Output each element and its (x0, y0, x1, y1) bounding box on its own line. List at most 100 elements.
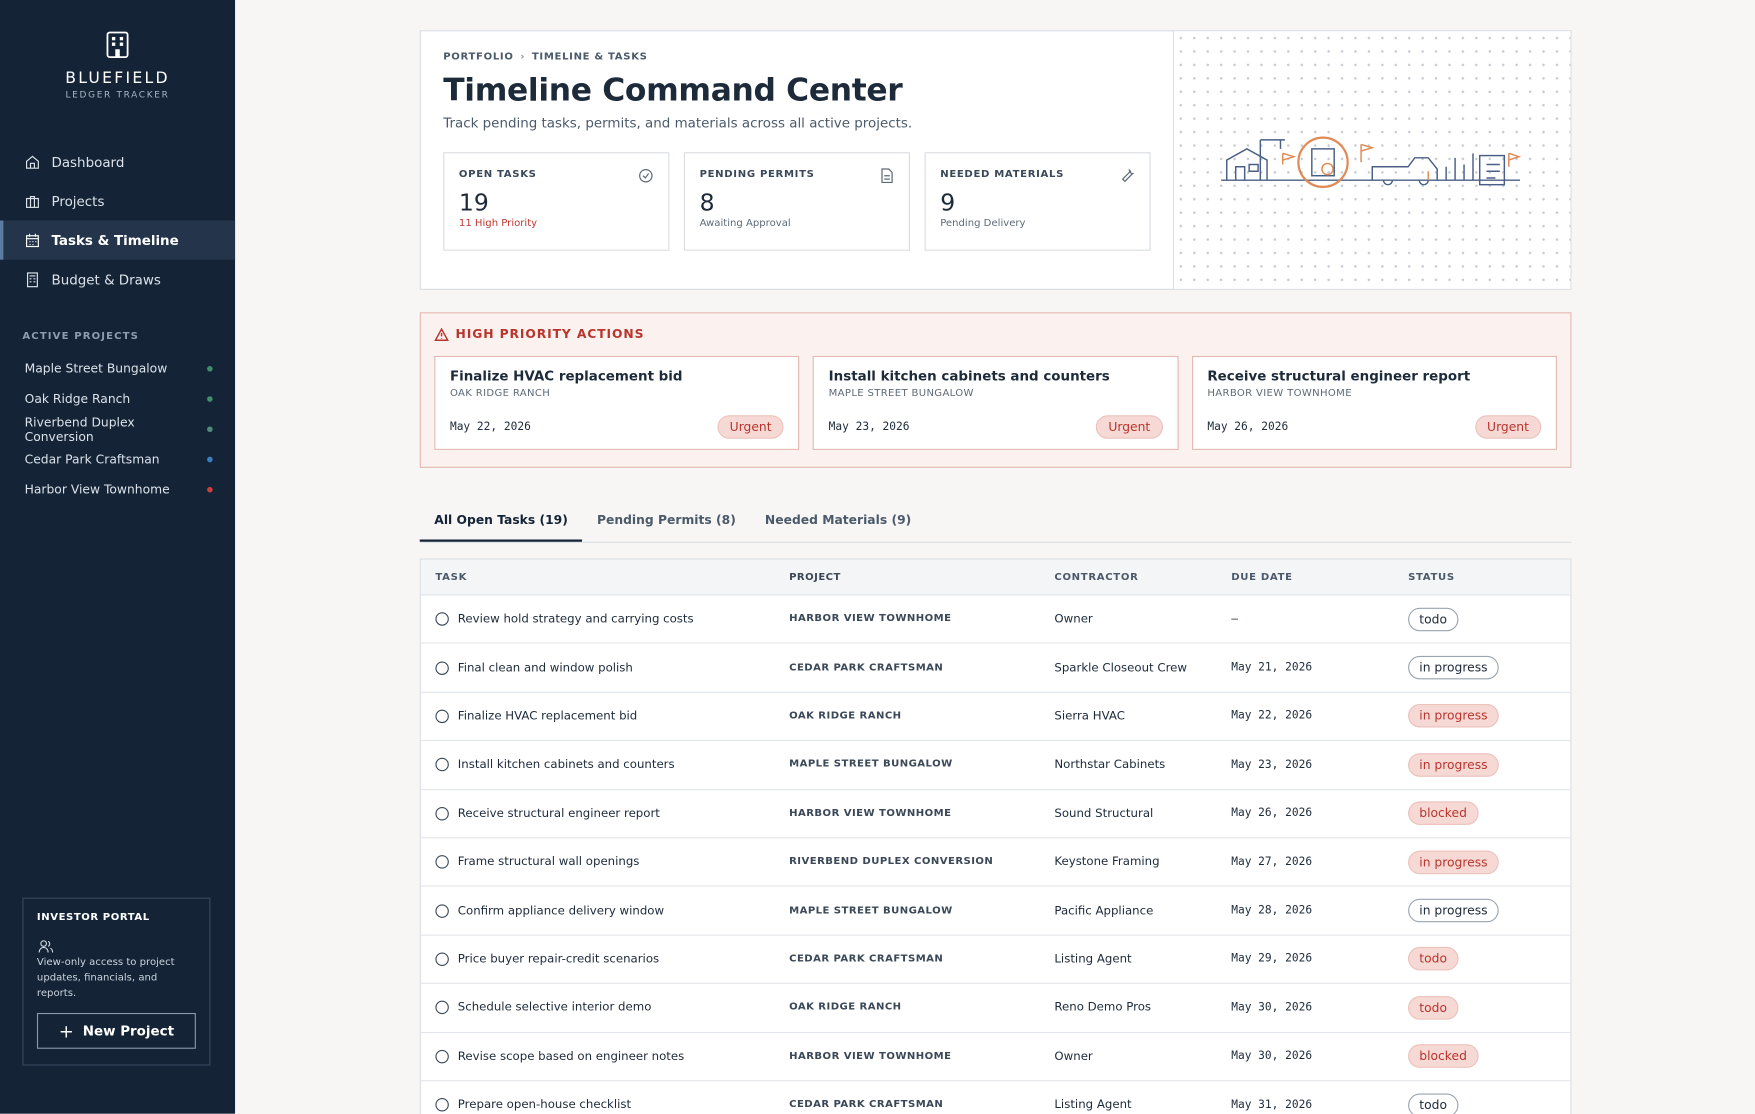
task-table: TASK PROJECT CONTRACTOR DUE DATE STATUS Revie… (419, 558, 1572, 1114)
task-name: Receive structural engineer report (457, 806, 660, 821)
table-row[interactable]: Confirm appliance delivery window MAPLE S… (420, 887, 1571, 936)
table-row[interactable]: Install kitchen cabinets and counters MAP… (420, 741, 1571, 790)
status-badge: todo (1408, 947, 1459, 971)
nav-item[interactable]: Budget & Draws (0, 260, 235, 299)
task-cell: Final clean and window polish (421, 661, 789, 675)
task-name: Install kitchen cabinets and counters (457, 758, 675, 772)
priority-task: Receive structural engineer report (1207, 368, 1471, 384)
status-dot (207, 456, 213, 463)
task-cell: Frame structural wall openings (421, 855, 789, 869)
stat-icon (1121, 168, 1135, 183)
new-project-button[interactable]: + New Project (36, 1012, 196, 1049)
checkbox[interactable] (435, 758, 449, 772)
nav-label: Tasks & Timeline (51, 232, 179, 248)
nav-item[interactable]: Dashboard (0, 142, 235, 181)
task-name: Final clean and window polish (457, 661, 633, 675)
task-name: Confirm appliance delivery window (457, 903, 665, 918)
project-cell: CEDAR PARK CRAFTSMAN (789, 662, 944, 674)
project-name: Oak Ridge Ranch (24, 391, 131, 407)
checkbox[interactable] (435, 855, 449, 869)
stat-label: NEEDED MATERIALS (940, 169, 1065, 181)
task-cell: Confirm appliance delivery window (421, 903, 789, 918)
status-cell: blocked (1408, 1044, 1479, 1069)
checkbox[interactable] (435, 1001, 449, 1015)
status-badge: blocked (1408, 1044, 1479, 1069)
contractor-cell: Keystone Framing (1054, 855, 1160, 869)
table-row[interactable]: Prepare open-house checklist CEDAR PARK C… (421, 1081, 1571, 1114)
project-cell: RIVERBEND DUPLEX CONVERSION (789, 856, 994, 868)
checkbox[interactable] (435, 1049, 449, 1064)
table-row[interactable]: Review hold strategy and carrying costs H… (420, 595, 1571, 645)
project-item[interactable]: Maple Street Bungalow (0, 354, 235, 384)
checkbox[interactable] (435, 806, 449, 821)
project-item[interactable]: Riverbend Duplex Conversion (0, 414, 235, 444)
priority-cards: Finalize HVAC replacement bid OAK RIDGE R… (434, 355, 1557, 450)
urgent-badge: Urgent (1096, 415, 1163, 439)
priority-date: May 22, 2026 (449, 420, 531, 434)
main: PORTFOLIO › TIMELINE & TASKS Timeline Comm… (419, 30, 1572, 1114)
table-row[interactable]: Finalize HVAC replacement bid OAK RIDGE R… (420, 693, 1571, 742)
task-name: Frame structural wall openings (457, 855, 640, 869)
due-date-cell: May 31, 2026 (1231, 1098, 1313, 1112)
priority-card[interactable]: Install kitchen cabinets and counters MAP… (812, 355, 1179, 450)
table-row[interactable]: Schedule selective interior demo OAK RIDG… (420, 984, 1571, 1033)
status-cell: todo (1408, 995, 1459, 1020)
checkbox[interactable] (435, 952, 449, 966)
status-badge: blocked (1408, 801, 1479, 826)
checkbox[interactable] (435, 709, 449, 724)
illustration (1174, 31, 1571, 289)
contractor-cell: Owner (1054, 1049, 1093, 1064)
priority-project: HARBOR VIEW TOWNHOME (1207, 388, 1352, 400)
task-cell: Price buyer repair-credit scenarios (421, 952, 789, 966)
tab[interactable]: Needed Materials (9) (764, 512, 912, 528)
urgent-badge: Urgent (717, 415, 784, 439)
status-cell: todo (1408, 947, 1459, 971)
table-row[interactable]: Final clean and window polish CEDAR PARK … (420, 644, 1571, 693)
tab[interactable]: All Open Tasks (19) (419, 497, 583, 542)
project-cell: HARBOR VIEW TOWNHOME (789, 613, 952, 625)
nav-item[interactable]: Projects (0, 181, 235, 220)
stat-value: 9 (940, 189, 956, 217)
nav-label: Projects (51, 193, 105, 209)
status-badge: in progress (1408, 655, 1499, 680)
table-row[interactable]: Revise scope based on engineer notes HARB… (420, 1033, 1571, 1082)
nav-icon (25, 233, 39, 247)
table-row[interactable]: Frame structural wall openings RIVERBEND … (420, 838, 1571, 887)
project-item[interactable]: Cedar Park Craftsman (0, 444, 235, 474)
project-item[interactable]: Oak Ridge Ranch (0, 384, 235, 414)
priority-project: OAK RIDGE RANCH (449, 388, 551, 400)
stat-note: Pending Delivery (940, 218, 1026, 230)
status-cell: in progress (1408, 704, 1499, 729)
stat-value: 8 (699, 189, 715, 217)
checkbox[interactable] (435, 1098, 449, 1112)
project-cell: MAPLE STREET BUNGALOW (789, 759, 953, 771)
task-name: Review hold strategy and carrying costs (457, 612, 694, 626)
column-header: STATUS (1408, 571, 1455, 583)
status-badge: todo (1408, 607, 1459, 631)
priority-panel: HIGH PRIORITY ACTIONS Finalize HVAC repl… (419, 312, 1572, 468)
due-date-cell: May 22, 2026 (1231, 710, 1313, 723)
due-date-cell: – (1231, 613, 1238, 626)
subtitle: Track pending tasks, permits, and materi… (443, 115, 913, 131)
checkbox[interactable] (435, 903, 449, 918)
priority-card[interactable]: Finalize HVAC replacement bid OAK RIDGE R… (434, 355, 800, 450)
breadcrumb: PORTFOLIO › TIMELINE & TASKS (443, 51, 648, 63)
table-row[interactable]: Price buyer repair-credit scenarios CEDAR… (420, 935, 1571, 985)
crumb[interactable]: PORTFOLIO (443, 51, 514, 63)
task-cell: Revise scope based on engineer notes (421, 1049, 789, 1064)
priority-card[interactable]: Receive structural engineer report HARBOR… (1191, 355, 1557, 450)
project-name: Cedar Park Craftsman (24, 452, 160, 467)
status-badge: todo (1408, 1093, 1459, 1114)
sidebar: BLUEFIELD LEDGER TRACKER Dashboard Projec… (0, 0, 236, 1114)
nav-item[interactable]: Tasks & Timeline (0, 220, 236, 260)
stat-note: 11 High Priority (458, 218, 538, 230)
project-item[interactable]: Harbor View Townhome (0, 475, 235, 505)
checkbox[interactable] (435, 661, 449, 675)
status-cell: in progress (1408, 753, 1499, 777)
portal-text: View-only access to project updates, fin… (36, 957, 175, 1000)
tab[interactable]: Pending Permits (8) (596, 512, 736, 528)
table-row[interactable]: Receive structural engineer report HARBOR… (420, 790, 1571, 839)
status-cell: todo (1408, 1093, 1459, 1114)
checkbox[interactable] (435, 612, 449, 626)
